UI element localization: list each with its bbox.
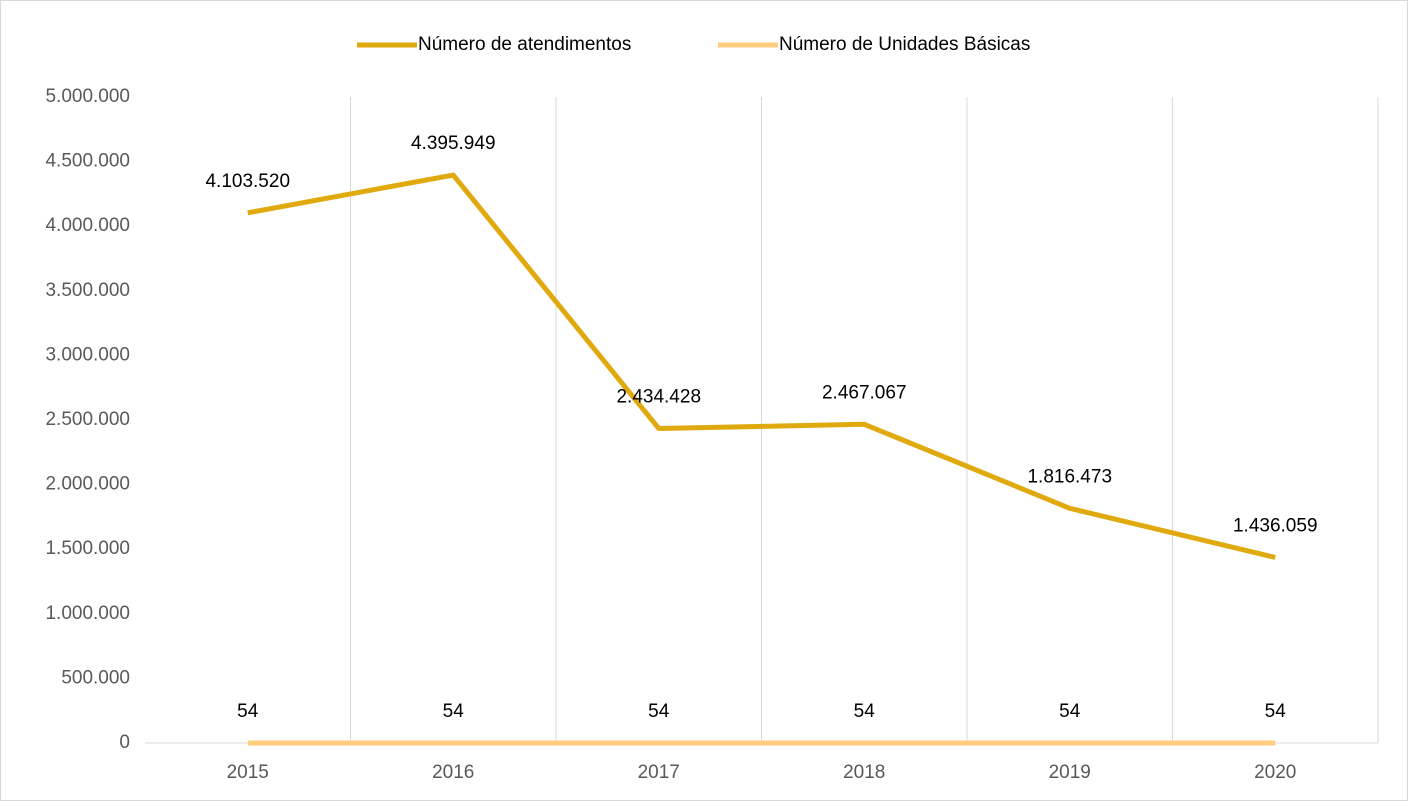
data-label: 54 bbox=[1265, 701, 1287, 722]
x-tick-label: 2016 bbox=[432, 762, 474, 783]
y-tick-label: 4.500.000 bbox=[45, 151, 130, 172]
data-label: 1.816.473 bbox=[1027, 466, 1112, 487]
legend-label: Número de atendimentos bbox=[418, 34, 631, 55]
x-tick-label: 2019 bbox=[1049, 762, 1091, 783]
legend-label: Número de Unidades Básicas bbox=[779, 34, 1030, 55]
data-label: 2.434.428 bbox=[616, 386, 701, 407]
data-label: 54 bbox=[443, 701, 465, 722]
data-label: 54 bbox=[237, 701, 259, 722]
y-tick-label: 2.000.000 bbox=[45, 474, 130, 495]
y-tick-label: 3.500.000 bbox=[45, 280, 130, 301]
data-label: 1.436.059 bbox=[1233, 515, 1318, 536]
series-line bbox=[247, 172, 1276, 560]
x-tick-label: 2015 bbox=[227, 762, 269, 783]
data-label: 54 bbox=[1059, 701, 1081, 722]
y-tick-label: 2.500.000 bbox=[45, 409, 130, 430]
data-label: 4.395.949 bbox=[411, 133, 496, 154]
y-tick-label: 0 bbox=[119, 732, 130, 753]
y-tick-label: 500.000 bbox=[61, 667, 130, 688]
y-tick-label: 5.000.000 bbox=[45, 86, 130, 107]
x-tick-label: 2020 bbox=[1254, 762, 1296, 783]
x-tick-label: 2017 bbox=[638, 762, 680, 783]
y-tick-label: 1.000.000 bbox=[45, 603, 130, 624]
data-label: 54 bbox=[648, 701, 670, 722]
y-tick-label: 4.000.000 bbox=[45, 215, 130, 236]
x-tick-label: 2018 bbox=[843, 762, 885, 783]
data-label: 2.467.067 bbox=[822, 382, 907, 403]
y-tick-label: 3.000.000 bbox=[45, 344, 130, 365]
y-tick-label: 1.500.000 bbox=[45, 538, 130, 559]
data-label: 4.103.520 bbox=[205, 171, 290, 192]
data-label: 54 bbox=[854, 701, 876, 722]
